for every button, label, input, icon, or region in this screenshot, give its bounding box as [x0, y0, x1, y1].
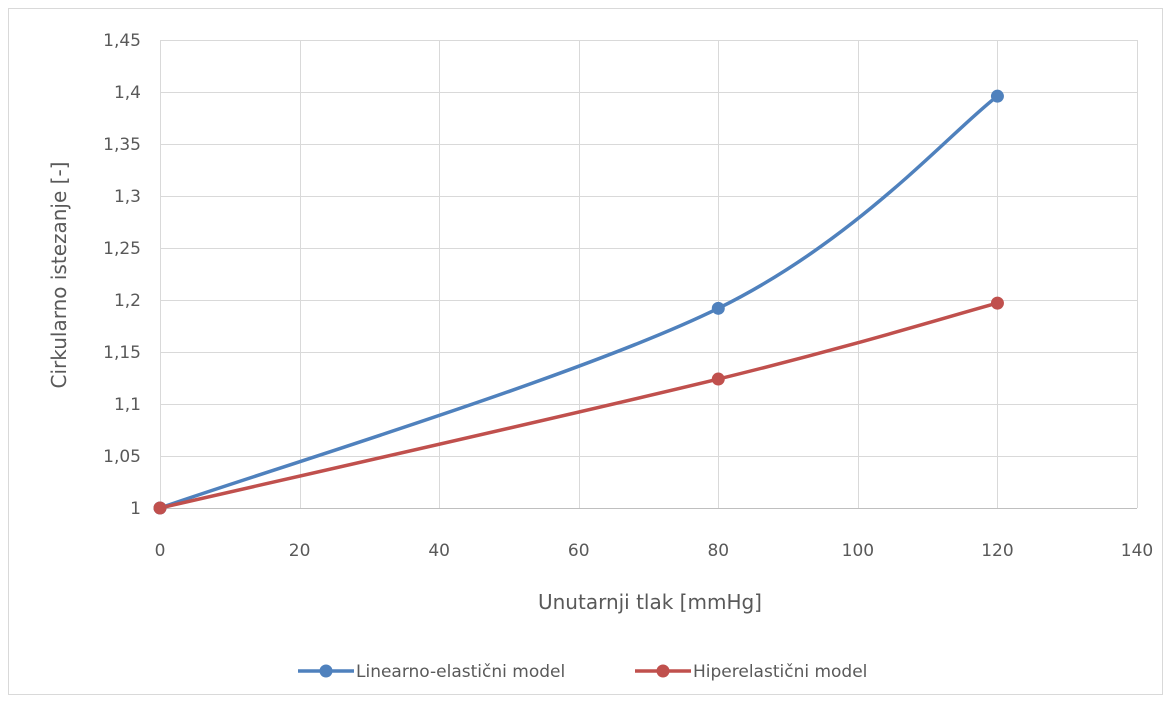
- y-tick-label: 1: [130, 499, 141, 519]
- data-point: [711, 301, 725, 315]
- data-point: [990, 89, 1004, 103]
- x-tick-label: 60: [568, 541, 590, 561]
- x-tick-label: 40: [428, 541, 450, 561]
- x-tick-label: 120: [981, 541, 1013, 561]
- y-tick-label: 1,25: [103, 239, 141, 259]
- legend-label: Linearno-elastični model: [356, 662, 565, 682]
- series-markers: [153, 89, 1004, 515]
- y-tick-label: 1,4: [114, 83, 141, 103]
- y-tick-label: 1,3: [114, 187, 141, 207]
- y-tick-label: 1,05: [103, 447, 141, 467]
- x-tick-label: 20: [289, 541, 311, 561]
- series-line-0: [158, 94, 1000, 510]
- legend: Linearno-elastični model Hiperelastični m…: [298, 662, 867, 682]
- x-tick-label: 80: [707, 541, 729, 561]
- data-point: [711, 372, 725, 386]
- legend-label: Hiperelastični model: [693, 662, 867, 682]
- chart-frame: [8, 8, 1163, 695]
- tick-labels: 1 1,05 1,1 1,15 1,2 1,25 1,3 1,35 1,4 1,45 0 20 40 60…: [103, 31, 1153, 561]
- y-axis-label: Cirkularno istezanje [-]: [47, 162, 71, 389]
- series-line-1: [158, 301, 1000, 510]
- gridlines: [160, 40, 1138, 509]
- legend-marker: [319, 664, 333, 678]
- series-lines: [158, 94, 1000, 510]
- x-tick-label: 100: [842, 541, 874, 561]
- legend-marker: [656, 664, 670, 678]
- y-tick-label: 1,1: [114, 395, 141, 415]
- x-tick-label: 0: [155, 541, 166, 561]
- data-point: [153, 501, 167, 515]
- y-tick-label: 1,35: [103, 135, 141, 155]
- x-tick-label: 140: [1121, 541, 1153, 561]
- data-point: [990, 296, 1004, 310]
- y-tick-label: 1,15: [103, 343, 141, 363]
- y-tick-label: 1,45: [103, 31, 141, 51]
- y-tick-label: 1,2: [114, 291, 141, 311]
- x-axis-label: Unutarnji tlak [mmHg]: [538, 590, 762, 614]
